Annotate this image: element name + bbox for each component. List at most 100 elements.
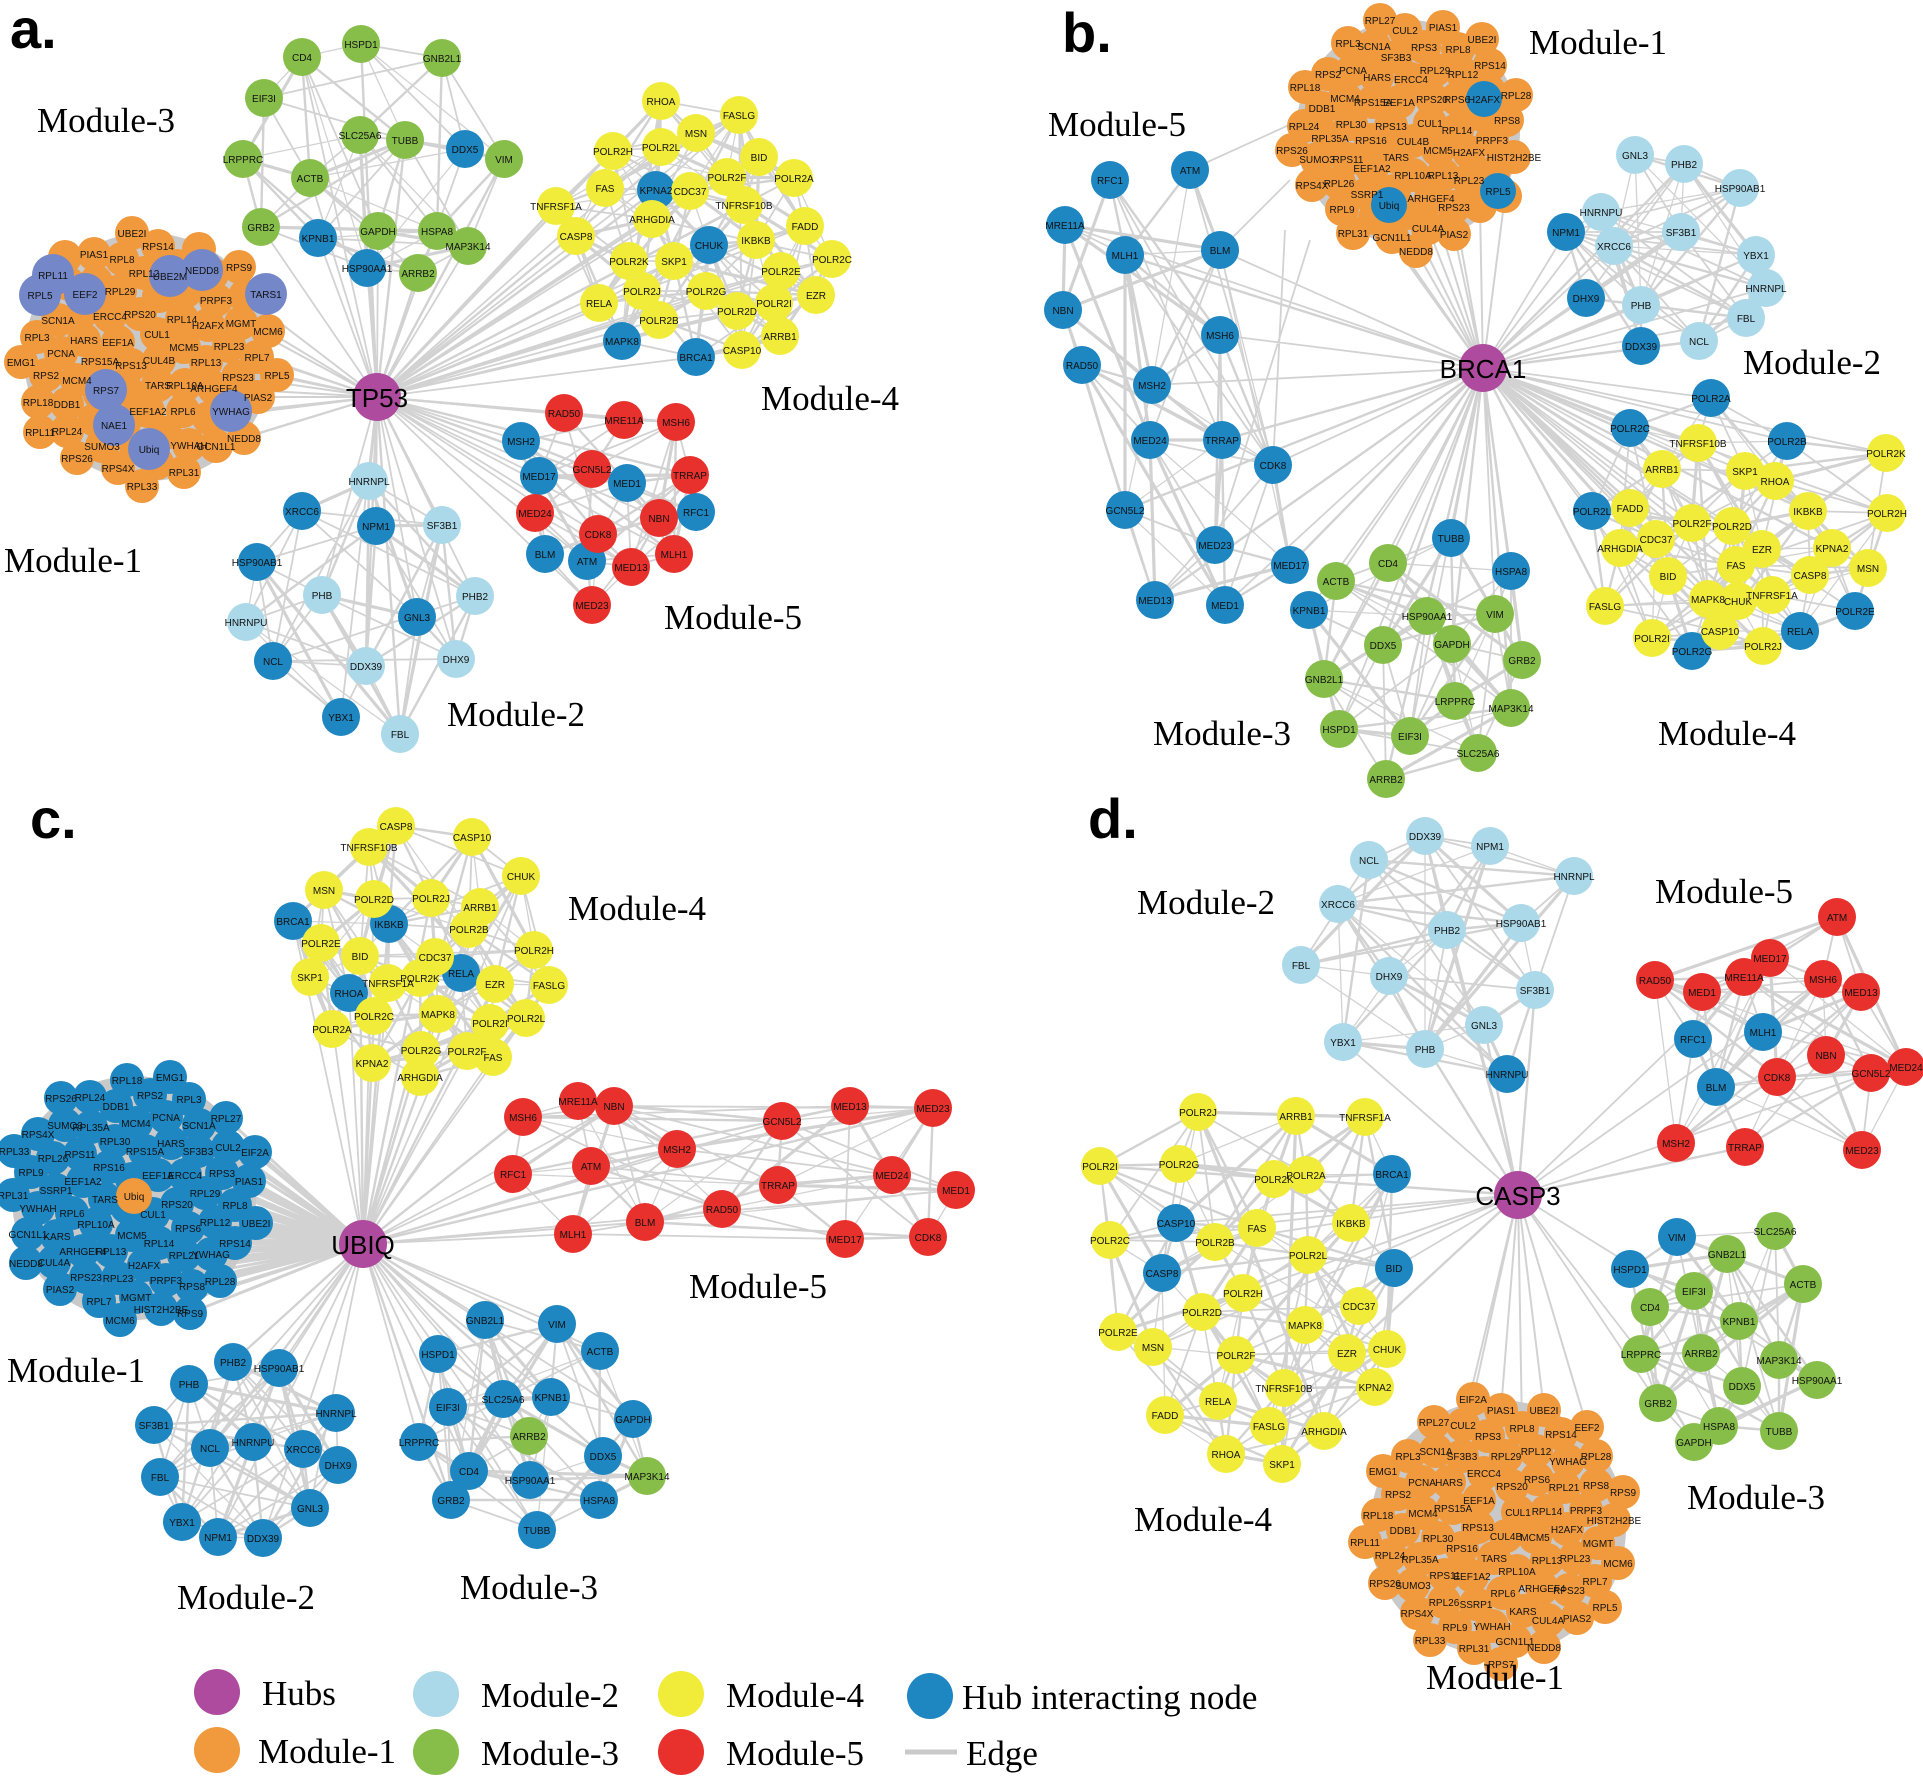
svg-text:RPL9: RPL9 [18,1168,43,1179]
svg-text:POLR2F: POLR2F [1217,1351,1256,1362]
svg-text:EZR: EZR [485,980,505,991]
svg-text:RPL7: RPL7 [86,1297,111,1308]
svg-text:SLC25A6: SLC25A6 [1457,749,1500,760]
svg-text:HSP90AA1: HSP90AA1 [505,1476,556,1487]
svg-text:SUMO3: SUMO3 [1395,1581,1431,1592]
svg-text:TUBB: TUBB [524,1526,551,1537]
svg-text:POLR2D: POLR2D [717,307,757,318]
svg-text:HSP90AB1: HSP90AB1 [1496,919,1547,930]
svg-text:TARS: TARS [1383,153,1409,164]
svg-text:RPS26: RPS26 [45,1094,77,1105]
svg-text:RPS8: RPS8 [1583,1481,1610,1492]
svg-text:FADD: FADD [1617,504,1644,515]
svg-text:RPS7: RPS7 [93,386,120,397]
svg-text:RPS9: RPS9 [177,1309,204,1320]
svg-text:RPL30: RPL30 [1423,1534,1454,1545]
svg-text:TARS: TARS [1481,1554,1507,1565]
svg-text:MCM4: MCM4 [62,376,92,387]
svg-text:ARHGDIA: ARHGDIA [629,215,675,226]
svg-text:MLH1: MLH1 [661,550,688,561]
svg-text:HSPD1: HSPD1 [1613,1265,1647,1276]
svg-text:PIAS1: PIAS1 [1429,23,1458,34]
svg-text:SLC25A6: SLC25A6 [339,131,382,142]
svg-text:EEF1A2: EEF1A2 [129,407,167,418]
svg-text:MSN: MSN [313,886,335,897]
svg-text:RPL30: RPL30 [100,1137,131,1148]
svg-text:Module-4: Module-4 [1134,1500,1272,1539]
svg-text:IKBKB: IKBKB [374,920,404,931]
svg-text:RPS15A: RPS15A [126,1147,165,1158]
svg-text:ARRB1: ARRB1 [463,903,497,914]
svg-text:RPL14: RPL14 [167,315,198,326]
svg-text:RPL18: RPL18 [1290,83,1321,94]
svg-text:RPL3: RPL3 [176,1095,201,1106]
svg-text:RPL31: RPL31 [0,1191,29,1202]
svg-text:MGMT: MGMT [1583,1539,1614,1550]
svg-text:NCL: NCL [263,657,283,668]
svg-text:RPS14: RPS14 [219,1239,251,1250]
svg-text:ACTB: ACTB [587,1347,614,1358]
svg-text:RHOA: RHOA [647,97,676,108]
svg-text:PHB: PHB [1631,301,1652,312]
svg-text:CDK8: CDK8 [1260,461,1287,472]
svg-text:GNB2L1: GNB2L1 [1708,1250,1747,1261]
svg-text:POLR2K: POLR2K [1254,1175,1294,1186]
svg-text:CUL1: CUL1 [144,330,170,341]
svg-text:SCN1A: SCN1A [1419,1447,1453,1458]
svg-text:RHOA: RHOA [1212,1450,1241,1461]
svg-text:POLR2I: POLR2I [472,1019,508,1030]
svg-text:POLR2L: POLR2L [507,1014,546,1025]
svg-text:RPS3: RPS3 [1411,43,1438,54]
svg-text:BID: BID [1660,572,1677,583]
svg-text:CUL1: CUL1 [1505,1508,1531,1519]
svg-text:POLR2I: POLR2I [1634,634,1670,645]
svg-text:BLM: BLM [1210,246,1231,257]
svg-text:MED23: MED23 [1845,1146,1879,1157]
svg-text:RPL10A: RPL10A [166,381,204,392]
svg-text:ARRB2: ARRB2 [401,269,435,280]
svg-text:RFC1: RFC1 [500,1170,527,1181]
svg-text:ARRB1: ARRB1 [1279,1112,1313,1123]
svg-text:NBN: NBN [1052,306,1073,317]
svg-text:RELA: RELA [1787,627,1813,638]
svg-text:CDC37: CDC37 [674,187,707,198]
svg-text:HNRNPL: HNRNPL [348,477,390,488]
svg-text:GCN1L1: GCN1L1 [9,1230,48,1241]
svg-text:HSPA8: HSPA8 [1495,567,1527,578]
svg-text:SKP1: SKP1 [1732,467,1758,478]
svg-text:Module-1: Module-1 [1426,1658,1564,1697]
svg-text:SF3B3: SF3B3 [1381,53,1412,64]
svg-text:RPL24: RPL24 [52,427,83,438]
svg-text:HNRNPU: HNRNPU [225,618,268,629]
svg-text:NCL: NCL [1359,856,1379,867]
svg-text:FADD: FADD [792,222,819,233]
svg-text:UBE2I: UBE2I [118,229,147,240]
svg-text:ERCC4: ERCC4 [1467,1469,1501,1480]
svg-text:CDC37: CDC37 [1640,535,1673,546]
svg-text:HIST2H2BE: HIST2H2BE [134,1305,189,1316]
svg-text:RELA: RELA [448,969,474,980]
svg-text:RPL13: RPL13 [191,358,222,369]
svg-text:MED1: MED1 [1688,988,1716,999]
svg-text:RPL3: RPL3 [1395,1452,1420,1463]
svg-text:POLR2A: POLR2A [774,174,814,185]
svg-text:HSPA8: HSPA8 [583,1496,615,1507]
svg-text:KARS: KARS [1509,1607,1537,1618]
svg-text:BID: BID [1386,1264,1403,1275]
svg-text:Module-2: Module-2 [481,1676,619,1715]
svg-text:DDX5: DDX5 [1370,641,1397,652]
svg-text:POLR2L: POLR2L [1289,1251,1328,1262]
svg-text:RPL5: RPL5 [264,371,289,382]
svg-text:ARHGEF4: ARHGEF4 [190,384,238,395]
svg-text:VIM: VIM [548,1320,566,1331]
svg-text:CUL4A: CUL4A [1532,1616,1565,1627]
svg-text:HSPD1: HSPD1 [1322,725,1356,736]
svg-text:PHB2: PHB2 [1671,160,1698,171]
svg-text:BRCA1: BRCA1 [1375,1170,1409,1181]
svg-text:RPL35A: RPL35A [1311,134,1349,145]
svg-text:YWHAH: YWHAH [19,1204,56,1215]
svg-text:RPS2: RPS2 [1385,1490,1412,1501]
svg-text:TNFRSF1A: TNFRSF1A [362,979,414,990]
svg-text:DHX9: DHX9 [1573,294,1600,305]
svg-text:Module-5: Module-5 [689,1267,827,1306]
